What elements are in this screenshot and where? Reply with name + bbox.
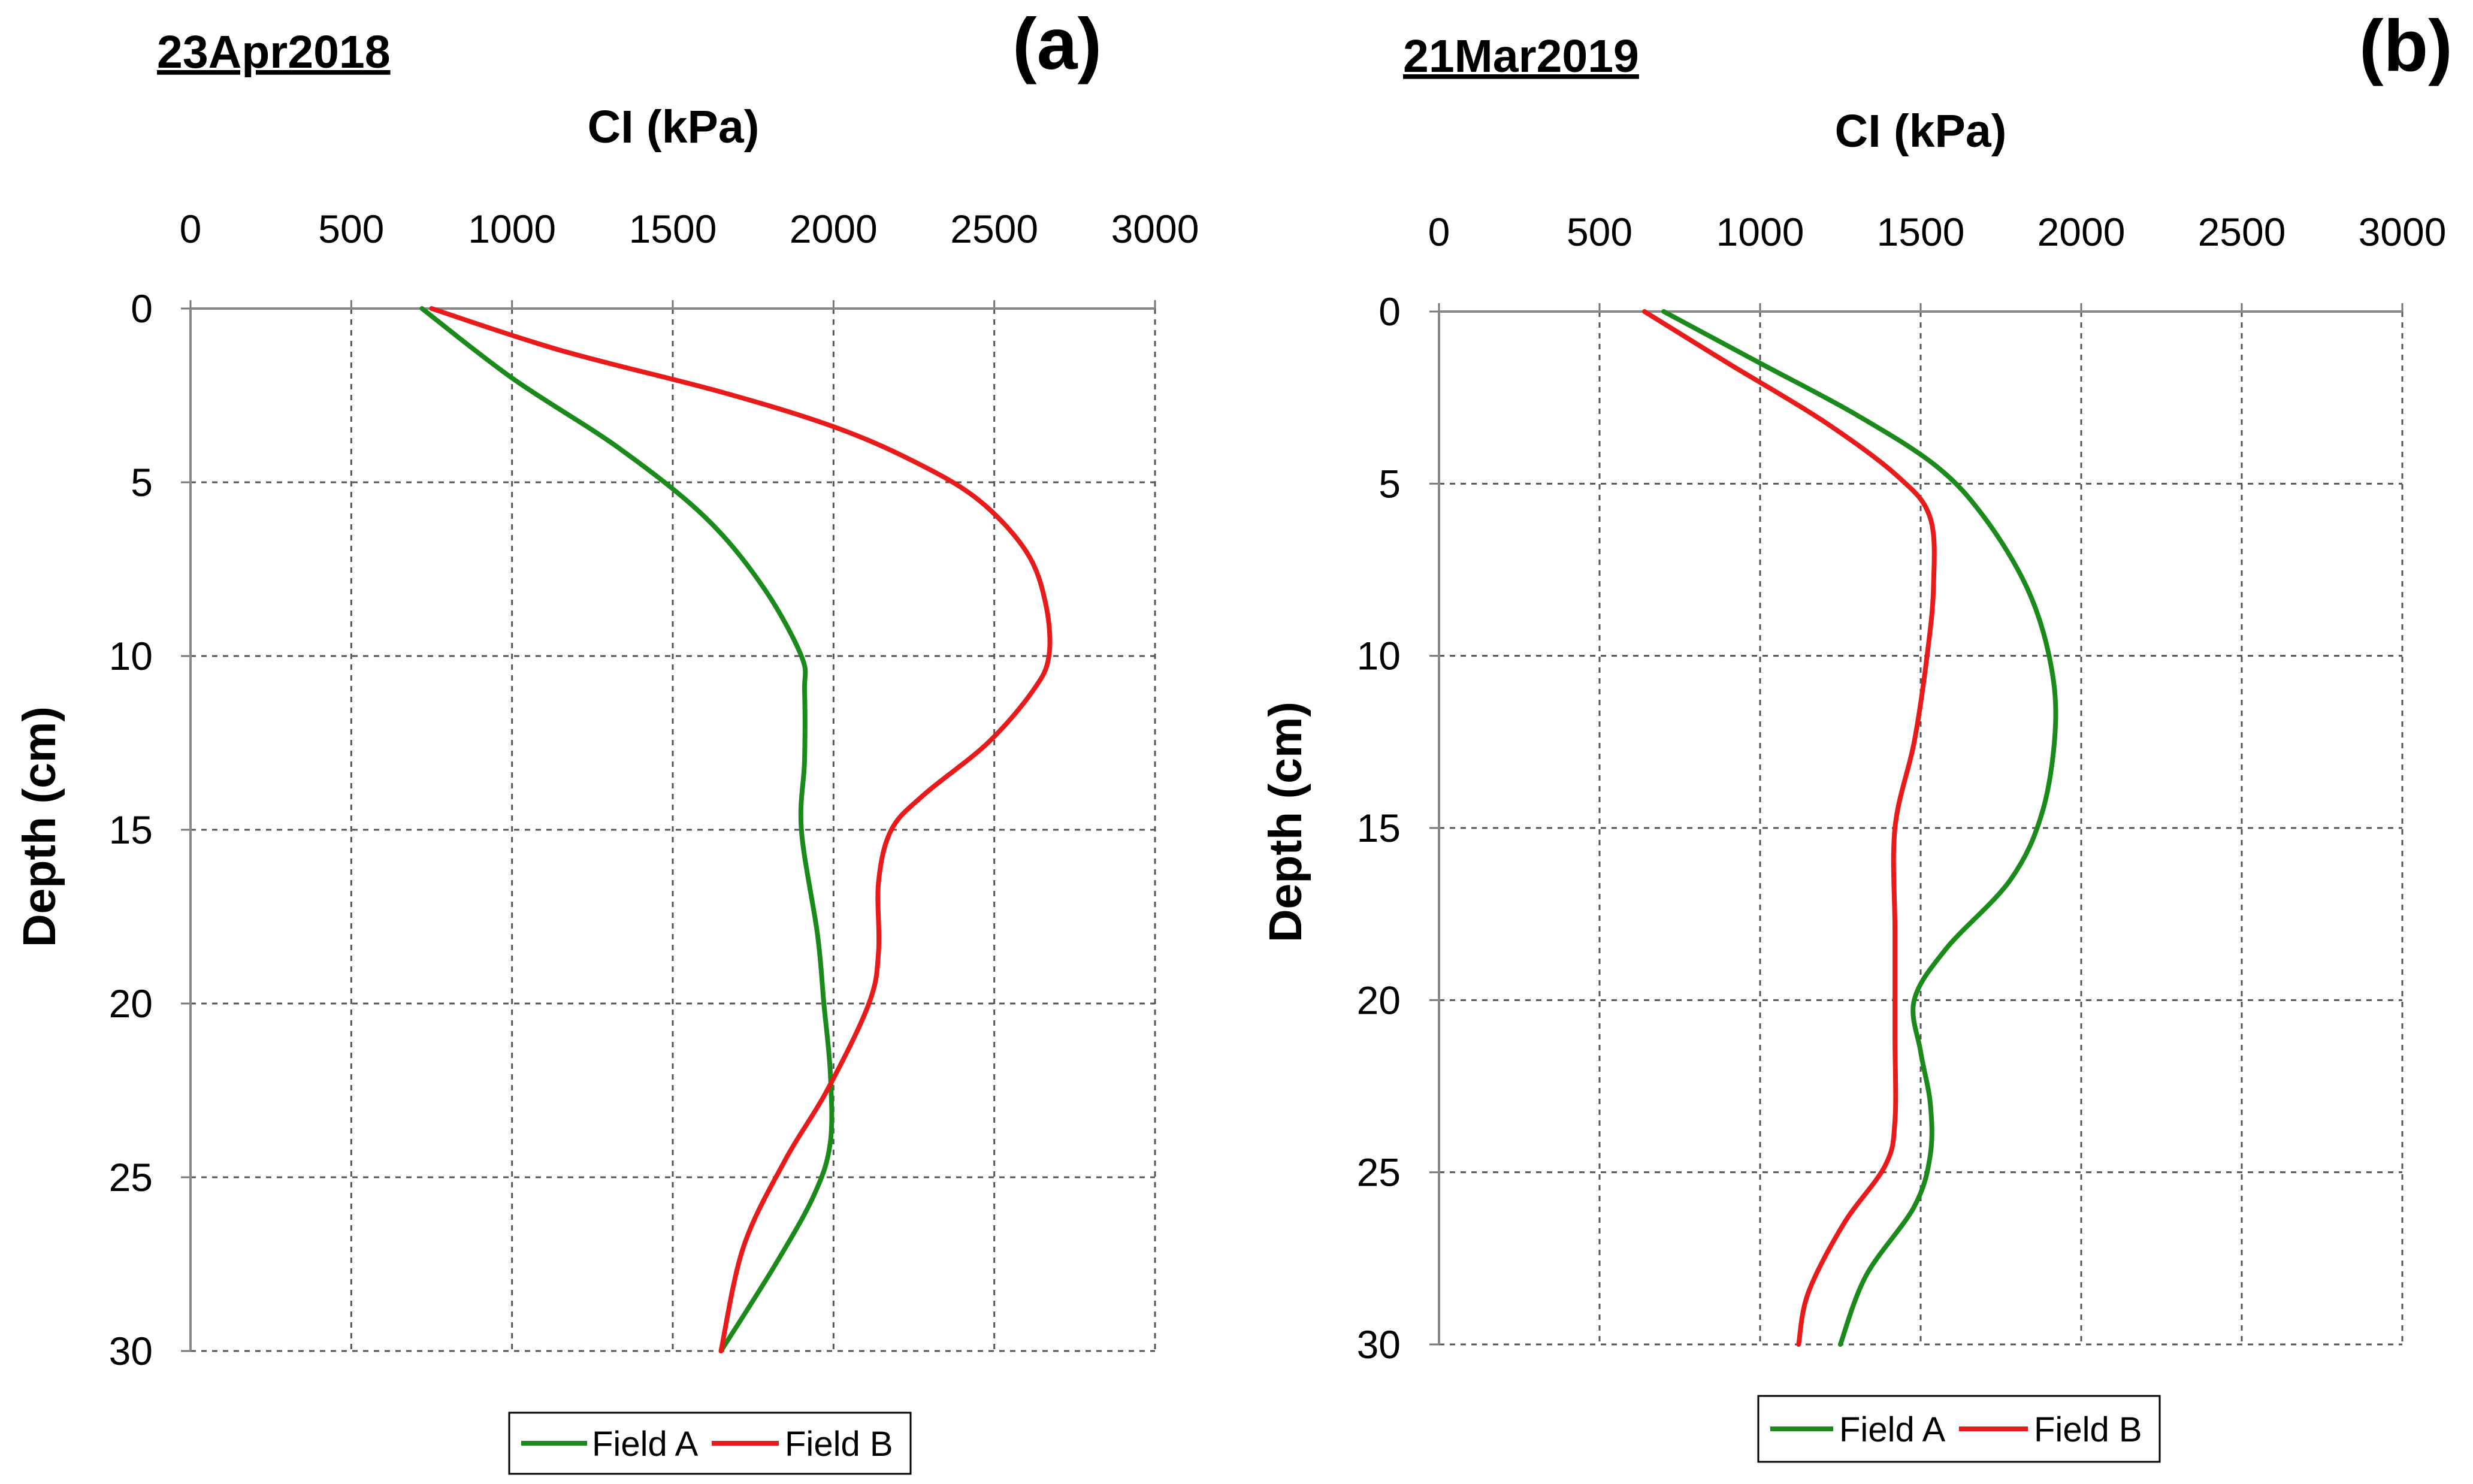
x-tick-label: 1000 <box>468 207 556 251</box>
y-tick-label: 0 <box>131 286 153 331</box>
series-line-field-b <box>1642 309 1937 1347</box>
y-tick-label: 15 <box>1357 806 1401 850</box>
legend-label-field-a: Field A <box>592 1425 699 1464</box>
panel-b-date-label: 21Mar2019 <box>1403 31 1639 82</box>
y-tick-label: 10 <box>109 634 153 678</box>
series-line-field-b <box>429 306 1053 1353</box>
x-tick-label: 500 <box>1567 210 1632 254</box>
y-tick-label: 5 <box>131 460 153 504</box>
y-tick-label: 25 <box>1357 1150 1401 1195</box>
y-tick-label: 30 <box>1357 1322 1401 1367</box>
y-tick-label: 10 <box>1357 634 1401 678</box>
panel-b-plot: 0 500 1000 1500 2000 2500 3000 0 5 10 15 20 25 30 <box>1357 210 2447 1367</box>
x-tick-label: 2500 <box>2198 210 2286 254</box>
x-tick-label: 1500 <box>1877 210 1965 254</box>
panel-b-y-axis-label: Depth (cm) <box>1260 702 1311 942</box>
x-tick-label: 3000 <box>2359 210 2447 254</box>
panel-a-date-label: 23Apr2018 <box>157 26 391 78</box>
panel-b-letter: (b) <box>2359 5 2453 86</box>
y-tick-label: 20 <box>1357 978 1401 1022</box>
series-line-field-a <box>419 306 835 1353</box>
legend-label-field-b: Field B <box>785 1425 893 1464</box>
panel-a-x-axis-label: CI (kPa) <box>588 101 760 153</box>
y-tick-label: 20 <box>109 981 153 1026</box>
y-tick-label: 30 <box>109 1329 153 1373</box>
y-tick-label: 0 <box>1378 289 1401 334</box>
x-tick-label: 2500 <box>950 207 1038 251</box>
legend-label-field-a: Field A <box>1839 1410 1946 1449</box>
panel-b-legend: Field A Field B <box>1757 1395 2161 1463</box>
x-tick-label: 1000 <box>1716 210 1804 254</box>
panel-a-letter: (a) <box>1012 3 1102 84</box>
series-line-field-a <box>1661 309 2058 1347</box>
y-tick-label: 25 <box>109 1155 153 1199</box>
x-tick-label: 500 <box>318 207 384 251</box>
panel-a-plot: 0 500 1000 1500 2000 2500 3000 0 5 10 15 20 25 30 <box>109 207 1199 1373</box>
x-tick-label: 0 <box>180 207 202 251</box>
panel-b-x-axis-label: CI (kPa) <box>1835 105 2007 157</box>
x-tick-label: 0 <box>1428 210 1450 254</box>
legend-label-field-b: Field B <box>2034 1410 2142 1449</box>
panel-a-legend: Field A Field B <box>508 1412 912 1475</box>
panel-a-y-axis-label: Depth (cm) <box>14 706 65 947</box>
x-tick-label: 2000 <box>790 207 878 251</box>
x-tick-label: 1500 <box>629 207 717 251</box>
x-tick-label: 2000 <box>2037 210 2126 254</box>
y-tick-label: 15 <box>109 808 153 852</box>
x-tick-label: 3000 <box>1111 207 1199 251</box>
y-tick-label: 5 <box>1378 461 1401 506</box>
